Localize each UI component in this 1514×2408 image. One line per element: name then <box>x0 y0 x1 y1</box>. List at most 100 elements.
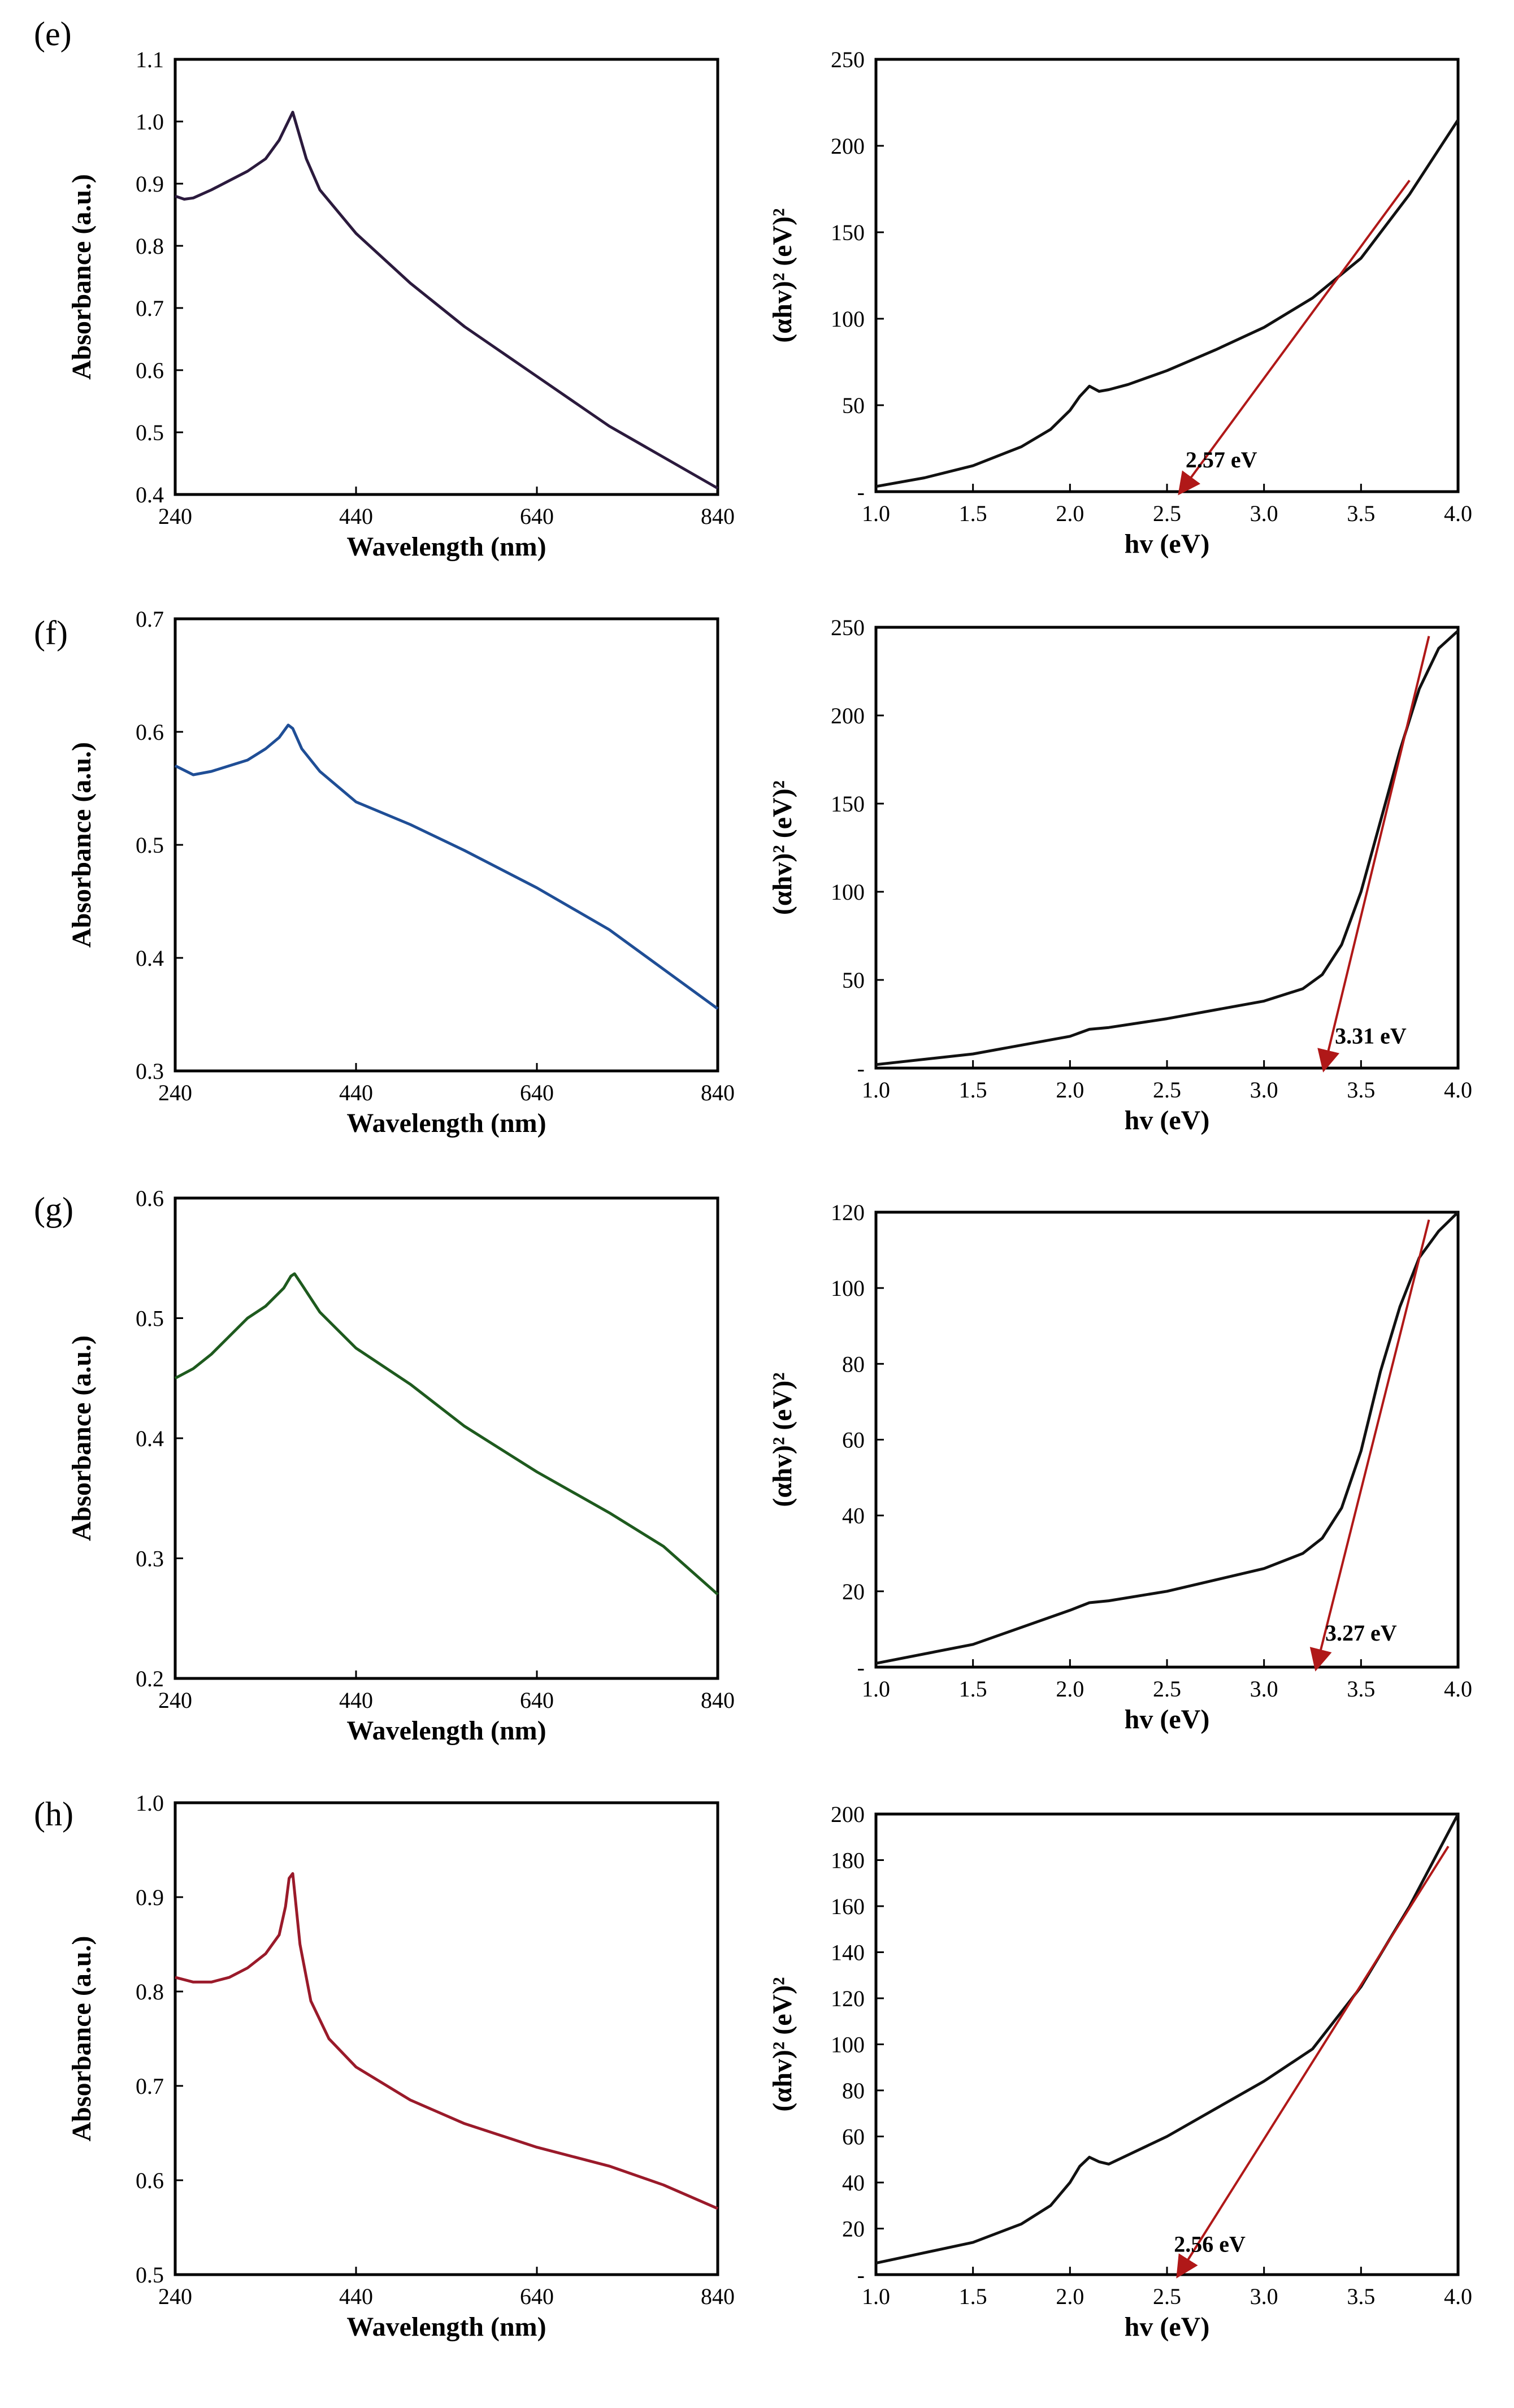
y-tick-label: 0.6 <box>136 1186 164 1211</box>
y-tick-label: - <box>857 2262 865 2288</box>
plot-frame <box>874 1210 1460 1669</box>
y-tick-label: 180 <box>831 1848 865 1873</box>
x-tick-label: 2.5 <box>1153 501 1181 526</box>
y-tick-label: 20 <box>842 1579 865 1604</box>
x-tick-label: 2.0 <box>1056 1077 1084 1103</box>
x-tick-label: 240 <box>158 1687 192 1713</box>
x-tick-label: 2.5 <box>1153 1077 1181 1103</box>
y-tick-label: 1.1 <box>136 47 164 72</box>
y-tick-label: 50 <box>842 393 865 418</box>
y-tick-label: 150 <box>831 220 865 245</box>
x-tick-label: 2.0 <box>1056 2284 1084 2309</box>
y-tick-label: 0.2 <box>136 1666 164 1691</box>
y-tick-label: 40 <box>842 1503 865 1529</box>
x-axis-title: hv (eV) <box>1125 2312 1210 2342</box>
x-axis-title: hv (eV) <box>1125 1105 1210 1135</box>
x-tick-label: 1.5 <box>959 1077 987 1103</box>
x-tick-label: 640 <box>520 1687 554 1713</box>
tangent-arrow <box>1317 636 1430 1073</box>
chart-g-tauc: 1.0 1.5 2.0 2.5 3.0 3.5 4.0 - 20 40 60 80 100 120 hv (… <box>767 1200 1472 1734</box>
series-line-0 <box>875 630 1459 1066</box>
series-line-0 <box>875 119 1460 488</box>
y-tick-label: 60 <box>842 2124 865 2150</box>
x-tick-label: 240 <box>158 2284 192 2309</box>
x-tick-label: 1.0 <box>862 1676 890 1702</box>
y-tick-label: - <box>857 479 865 505</box>
x-tick-label: 1.0 <box>862 501 890 526</box>
x-axis-title: hv (eV) <box>1125 529 1210 559</box>
y-tick-label: 0.9 <box>136 1885 164 1910</box>
x-tick-label: 1.5 <box>959 1676 987 1702</box>
y-tick-label: 200 <box>831 1802 865 1827</box>
y-tick-label: 1.0 <box>136 109 164 134</box>
y-axis-title: Absorbance (a.u.) <box>67 174 97 380</box>
x-tick-label: 840 <box>701 1687 735 1713</box>
y-tick-label: 150 <box>831 791 865 817</box>
band-gap-annotation: 2.56 eV <box>1174 2231 1246 2257</box>
chart-h-tauc: 1.0 1.5 2.0 2.5 3.0 3.5 4.0 - 20 40 60 80 100 120 140 1… <box>767 1802 1472 2342</box>
x-tick-label: 4.0 <box>1444 501 1472 526</box>
y-tick-label: 0.7 <box>136 2073 164 2099</box>
series-line-0 <box>875 1211 1459 1665</box>
y-tick-label: 0.6 <box>136 719 164 745</box>
y-tick-label: 0.7 <box>136 606 164 632</box>
y-axis-title: (αhv)² (eV)² <box>767 1977 797 2111</box>
y-tick-label: 0.5 <box>136 420 164 445</box>
series-line-0 <box>174 723 719 1010</box>
x-axis-title: hv (eV) <box>1125 1704 1210 1734</box>
x-tick-label: 1.5 <box>959 2284 987 2309</box>
chart-e-abs: 240 440 640 840 0.4 0.5 0.6 0.7 0.8 0.9 1.0 1.1 Wave… <box>34 15 735 562</box>
chart-h-abs: 240 440 640 840 0.5 0.6 0.7 0.8 0.9 1.0 Wavelength… <box>34 1790 735 2342</box>
x-tick-label: 640 <box>520 1080 554 1105</box>
series-line-0 <box>175 111 719 490</box>
y-tick-label: 0.4 <box>136 482 164 507</box>
x-tick-label: 3.0 <box>1250 1676 1278 1702</box>
y-tick-label: 200 <box>831 703 865 728</box>
chart-g-abs: 240 440 640 840 0.2 0.3 0.4 0.5 0.6 Wavelength (n… <box>34 1186 735 1746</box>
x-axis-title: Wavelength (nm) <box>346 532 546 562</box>
plot-frame <box>173 1196 719 1680</box>
y-axis-title: (αhv)² (eV)² <box>767 208 797 342</box>
y-tick-label: 100 <box>831 879 865 905</box>
x-tick-label: 3.0 <box>1250 2284 1278 2309</box>
y-tick-label: 0.6 <box>136 358 164 383</box>
x-tick-label: 4.0 <box>1444 1077 1472 1103</box>
x-axis-title: Wavelength (nm) <box>346 1108 546 1138</box>
plot-frame <box>874 58 1460 493</box>
y-tick-label: - <box>857 1655 865 1680</box>
series-line-0 <box>175 1872 718 2210</box>
series-line-0 <box>174 1272 719 1596</box>
panel-label: (h) <box>34 1795 73 1833</box>
x-tick-label: 640 <box>520 2284 554 2309</box>
y-tick-label: 1.0 <box>136 1790 164 1816</box>
band-gap-annotation: 3.31 eV <box>1335 1023 1407 1048</box>
x-tick-label: 3.5 <box>1347 2284 1375 2309</box>
x-tick-label: 3.5 <box>1347 1676 1375 1702</box>
x-tick-label: 1.5 <box>959 501 987 526</box>
y-tick-label: 200 <box>831 133 865 159</box>
y-tick-label: 0.4 <box>136 945 164 971</box>
y-tick-label: - <box>857 1056 865 1081</box>
tangent-arrow <box>1176 1845 1450 2279</box>
band-gap-annotation: 2.57 eV <box>1186 447 1257 472</box>
x-tick-label: 440 <box>339 504 373 529</box>
x-tick-label: 2.5 <box>1153 2284 1181 2309</box>
tangent-arrow <box>1178 180 1411 496</box>
y-tick-label: 80 <box>842 2078 865 2103</box>
y-tick-label: 120 <box>831 1986 865 2011</box>
chart-f-abs: 240 440 640 840 0.3 0.4 0.5 0.6 0.7 Wavelength (n… <box>34 606 735 1138</box>
y-tick-label: 50 <box>842 967 865 993</box>
y-axis-title: Absorbance (a.u.) <box>67 742 97 948</box>
x-tick-label: 1.0 <box>862 2284 890 2309</box>
x-tick-label: 4.0 <box>1444 2284 1472 2309</box>
x-tick-label: 3.5 <box>1347 501 1375 526</box>
y-tick-label: 0.8 <box>136 233 164 259</box>
y-tick-label: 140 <box>831 1940 865 1966</box>
x-tick-label: 440 <box>339 1080 373 1105</box>
y-tick-label: 0.7 <box>136 296 164 321</box>
y-tick-label: 0.5 <box>136 1306 164 1331</box>
y-tick-label: 100 <box>831 2032 865 2058</box>
x-tick-label: 3.5 <box>1347 1077 1375 1103</box>
y-tick-label: 80 <box>842 1351 865 1377</box>
y-tick-label: 0.3 <box>136 1058 164 1084</box>
